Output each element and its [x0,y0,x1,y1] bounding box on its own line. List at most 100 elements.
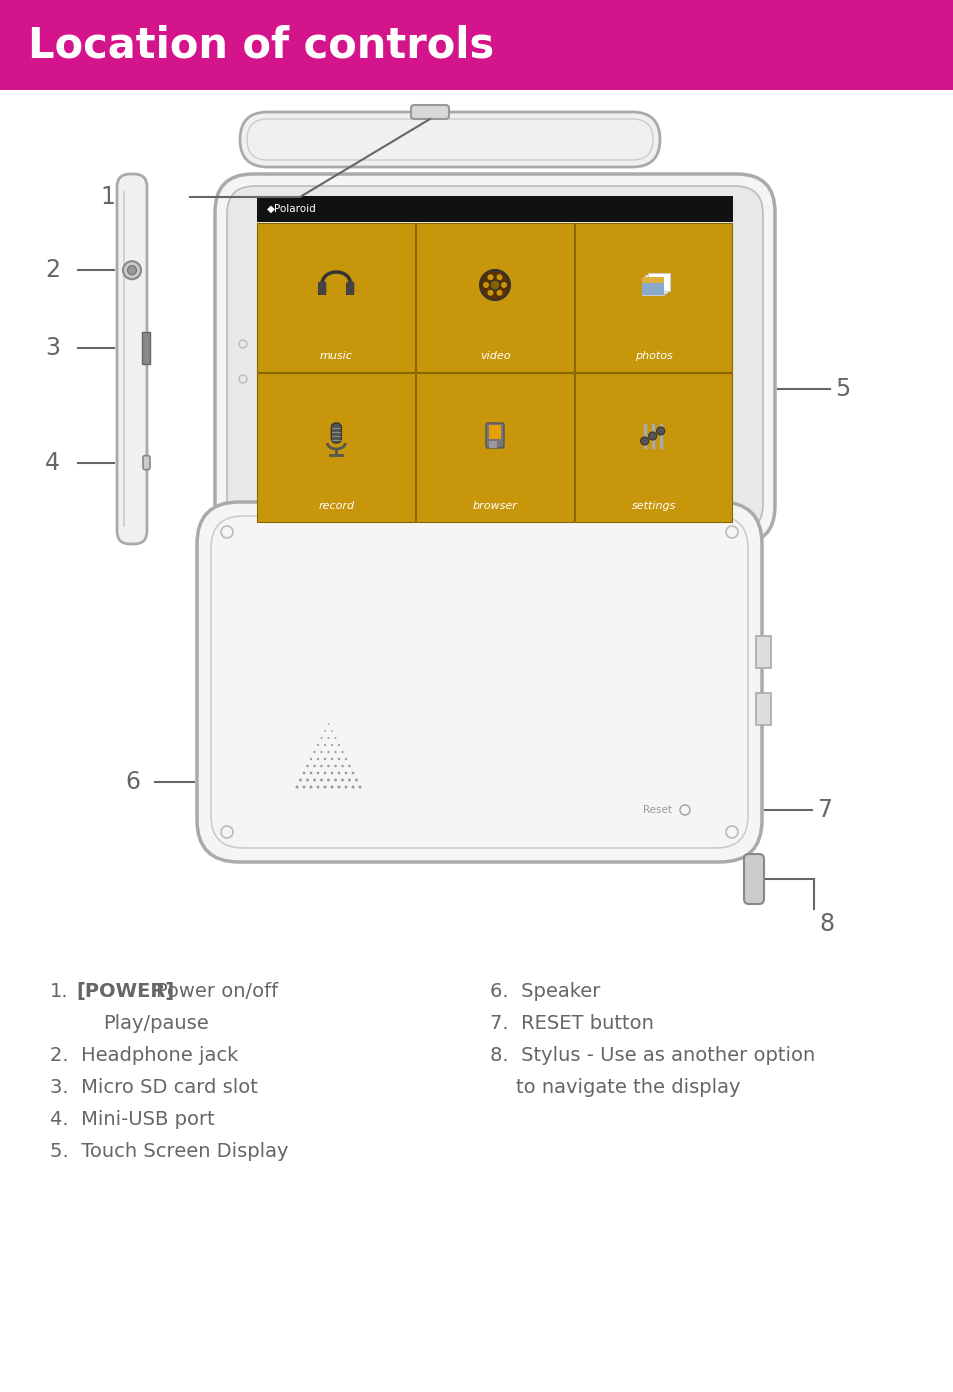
Text: photos: photos [634,351,672,361]
Circle shape [487,290,493,295]
Circle shape [648,432,656,440]
Circle shape [327,750,329,753]
Bar [575,223,732,372]
Circle shape [323,757,326,760]
Bar [489,441,497,448]
Circle shape [316,757,319,760]
Bar [641,277,663,295]
Text: Power on/off: Power on/off [156,981,278,1001]
Circle shape [327,764,330,767]
Circle shape [482,283,489,288]
Circle shape [327,736,329,739]
Text: 2: 2 [45,258,60,283]
Text: to navigate the display: to navigate the display [516,1077,740,1097]
Circle shape [320,750,322,753]
Text: record: record [318,501,354,511]
Circle shape [323,771,326,774]
Bar [755,636,770,668]
Circle shape [306,764,309,767]
Circle shape [323,785,326,788]
Text: 8.  Stylus - Use as another option: 8. Stylus - Use as another option [490,1045,815,1065]
Text: 4: 4 [45,451,60,475]
Circle shape [123,262,141,280]
Bar [647,273,669,291]
Circle shape [640,437,648,445]
Circle shape [334,764,336,767]
Text: 1: 1 [100,185,114,209]
Circle shape [341,764,343,767]
Text: browser: browser [472,501,517,511]
Circle shape [337,785,340,788]
Circle shape [341,778,344,781]
FancyBboxPatch shape [411,104,449,118]
Circle shape [496,290,502,295]
Text: [POWER]: [POWER] [76,981,174,1001]
Circle shape [313,764,315,767]
Circle shape [306,778,309,781]
FancyBboxPatch shape [214,174,774,544]
Circle shape [320,778,322,781]
Circle shape [351,785,355,788]
Circle shape [348,764,351,767]
Circle shape [327,778,330,781]
Circle shape [310,771,312,774]
Text: ◆Polaroid: ◆Polaroid [267,205,316,214]
Circle shape [302,771,305,774]
Text: 8: 8 [818,912,833,935]
Circle shape [337,757,340,760]
Bar [489,425,500,438]
Text: 7.  RESET button: 7. RESET button [490,1013,653,1033]
Circle shape [331,731,333,732]
Circle shape [341,750,343,753]
Text: 6: 6 [125,770,140,793]
FancyBboxPatch shape [485,423,503,448]
Circle shape [352,771,354,774]
Circle shape [324,731,326,732]
Text: settings: settings [631,501,675,511]
Bar [257,223,415,372]
Bar [346,283,354,295]
FancyBboxPatch shape [196,503,761,862]
Circle shape [355,778,357,781]
Bar [256,196,732,221]
Circle shape [313,778,315,781]
Circle shape [320,764,322,767]
Circle shape [330,785,334,788]
Circle shape [314,750,315,753]
Bar [318,283,326,295]
Circle shape [309,785,313,788]
Circle shape [337,771,340,774]
Circle shape [479,270,510,301]
Bar [416,373,574,522]
Circle shape [490,280,499,290]
Circle shape [320,736,322,739]
Circle shape [316,771,319,774]
Text: Reset: Reset [642,805,671,814]
Text: 7: 7 [816,798,831,823]
FancyBboxPatch shape [227,187,762,532]
Circle shape [344,757,347,760]
Bar [755,693,770,725]
Circle shape [128,266,136,274]
Text: 6.  Speaker: 6. Speaker [490,981,599,1001]
FancyBboxPatch shape [331,423,341,443]
Text: music: music [319,351,353,361]
Bar [644,276,666,292]
Bar [416,223,574,372]
Circle shape [331,771,333,774]
Text: 1.: 1. [50,981,69,1001]
Bar [142,331,150,363]
FancyBboxPatch shape [143,455,150,469]
FancyBboxPatch shape [346,281,354,295]
Circle shape [331,743,333,746]
Circle shape [496,274,502,280]
Circle shape [324,743,326,746]
Circle shape [316,743,318,746]
Circle shape [344,785,347,788]
Text: 3: 3 [45,335,60,361]
Text: Play/pause: Play/pause [103,1013,209,1033]
Text: video: video [479,351,510,361]
Circle shape [358,785,361,788]
Circle shape [335,750,336,753]
Bar [0,0,953,90]
